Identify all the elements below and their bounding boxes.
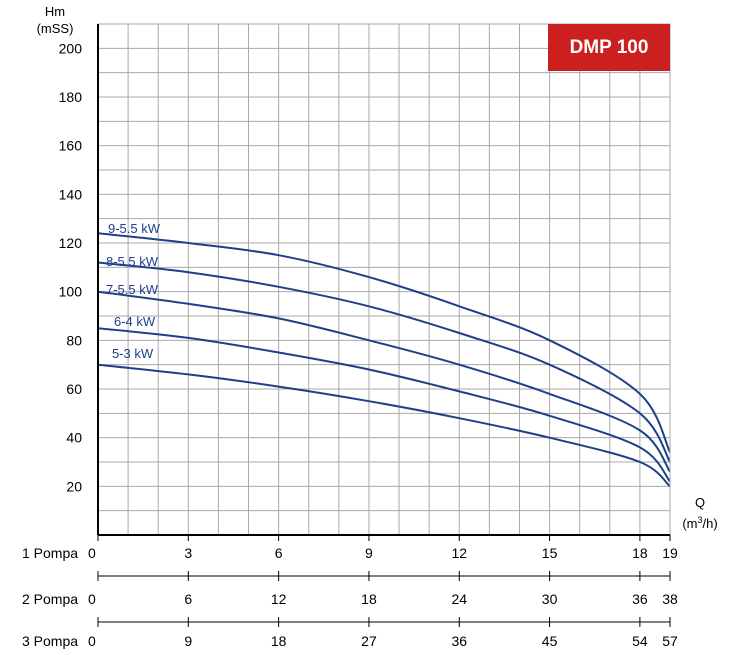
curve-5-3-kw — [97, 363, 671, 488]
y-tick-label: 120 — [59, 235, 83, 251]
chart-title: DMP 100 — [570, 37, 649, 58]
flow-tick-label: 24 — [451, 591, 467, 607]
y-tick-label: 160 — [59, 138, 83, 154]
flow-tick-label: 45 — [542, 633, 558, 649]
flow-tick-label: 3 — [184, 545, 192, 561]
flow-tick-label: 36 — [632, 591, 648, 607]
curve-label: 8-5.5 kW — [106, 254, 159, 269]
flow-tick-label: 19 — [662, 545, 678, 561]
y-tick-labels: 20 40 60 80 100 120 140 160 180 200 — [59, 40, 83, 494]
y-tick-label: 140 — [59, 186, 83, 202]
flow-scales: 1 Pompa 0 3 6 9 12 15 18 192 Pompa 0 6 12 18 24 30 36 38… — [22, 535, 678, 649]
grid-lines — [98, 24, 670, 535]
y-tick-label: 60 — [66, 381, 82, 397]
flow-tick-label: 9 — [184, 633, 192, 649]
flow-scale-label: 2 Pompa — [22, 591, 78, 607]
y-tick-label: 200 — [59, 40, 83, 56]
x-axis-unit-prefix: (m — [682, 516, 697, 531]
flow-tick-label: 12 — [451, 545, 467, 561]
flow-tick-label: 6 — [275, 545, 283, 561]
x-axis-label: Q — [695, 495, 705, 510]
flow-tick-label: 9 — [365, 545, 373, 561]
flow-scale-start: 0 — [88, 591, 96, 607]
curve-label: 5-3 kW — [112, 346, 154, 361]
flow-tick-label: 12 — [271, 591, 287, 607]
y-axis-label: Hm — [45, 4, 65, 19]
chart-frame — [97, 23, 671, 536]
title-badge: DMP 100 — [548, 24, 670, 71]
y-axis-unit: (mSS) — [37, 21, 74, 36]
y-tick-label: 40 — [66, 430, 82, 446]
flow-tick-label: 38 — [662, 591, 678, 607]
curve-7-5-5-kw — [97, 290, 671, 473]
flow-scale-label: 3 Pompa — [22, 633, 78, 649]
flow-tick-label: 18 — [632, 545, 648, 561]
curve-labels: 9-5.5 kW 8-5.5 kW 7-5.5 kW 6-4 kW 5-3 kW — [106, 221, 161, 361]
flow-scale-start: 0 — [88, 633, 96, 649]
curve-label: 7-5.5 kW — [106, 282, 159, 297]
curve-label: 6-4 kW — [114, 314, 156, 329]
flow-tick-label: 54 — [632, 633, 648, 649]
flow-tick-label: 6 — [184, 591, 192, 607]
curves — [97, 232, 671, 488]
x-axis-unit-suffix: /h) — [703, 516, 718, 531]
flow-tick-label: 27 — [361, 633, 377, 649]
curve-label: 9-5.5 kW — [108, 221, 161, 236]
plot-border — [97, 23, 671, 536]
title-badge-background — [548, 24, 670, 71]
flow-tick-label: 30 — [542, 591, 558, 607]
flow-tick-label: 15 — [542, 545, 558, 561]
flow-scale-label: 1 Pompa — [22, 545, 78, 561]
flow-tick-label: 36 — [451, 633, 467, 649]
flow-scale-start: 0 — [88, 545, 96, 561]
y-tick-label: 20 — [66, 478, 82, 494]
curve-6-4-kw — [97, 327, 671, 483]
y-tick-label: 180 — [59, 89, 83, 105]
x-axis-unit: (m3/h) — [682, 515, 717, 531]
y-tick-label: 80 — [66, 332, 82, 348]
x-axis-unit-exponent: 3 — [697, 515, 702, 525]
flow-tick-label: 57 — [662, 633, 678, 649]
curve-8-5-5-kw — [97, 261, 671, 463]
flow-tick-label: 18 — [361, 591, 377, 607]
curve-9-5-5-kw — [97, 232, 671, 453]
flow-tick-label: 18 — [271, 633, 287, 649]
y-tick-label: 100 — [59, 284, 83, 300]
